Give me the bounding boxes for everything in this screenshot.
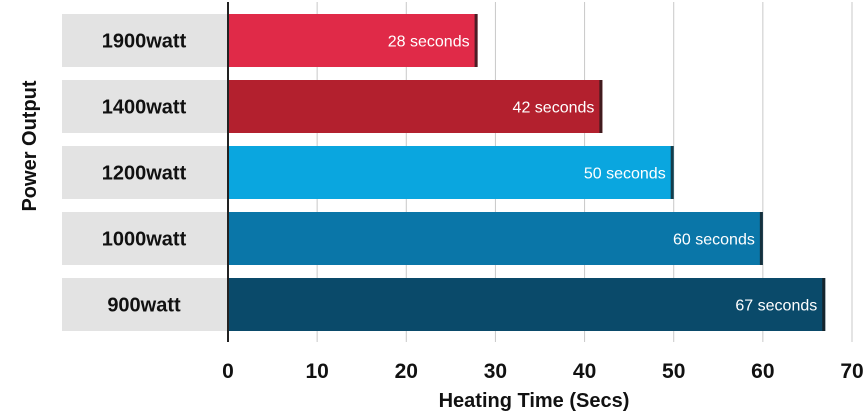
- category-label-bg: [62, 80, 228, 133]
- category-label-bg: [62, 146, 228, 199]
- bar: [228, 146, 674, 199]
- category-label: 1000watt: [102, 229, 187, 251]
- category-label: 1200watt: [102, 163, 187, 185]
- x-tick-labels: 0 10 20 30 40 50 60 70: [222, 360, 864, 383]
- category-label-bg: [62, 278, 228, 331]
- bar-edge: [822, 278, 826, 331]
- x-tick-label: 30: [484, 360, 507, 383]
- category-label-bg: [62, 212, 228, 265]
- bar: [228, 80, 603, 133]
- bar-data-label: 42 seconds: [513, 100, 595, 117]
- bar-edge: [670, 146, 674, 199]
- bar: [228, 14, 478, 67]
- category-label: 1400watt: [102, 97, 187, 119]
- x-tick-label: 0: [222, 360, 234, 383]
- x-tick-label: 40: [573, 360, 596, 383]
- bar-edge: [759, 212, 763, 265]
- x-tick-label: 60: [751, 360, 774, 383]
- bar: [228, 278, 826, 331]
- category-label: 900watt: [107, 295, 181, 317]
- x-tick-label: 50: [662, 360, 685, 383]
- bar-data-label: 28 seconds: [388, 34, 470, 51]
- x-axis-title: Heating Time (Secs): [439, 390, 630, 412]
- x-tick-label: 20: [395, 360, 418, 383]
- bar-data-label: 50 seconds: [584, 166, 666, 183]
- x-tick-label: 70: [840, 360, 863, 383]
- y-axis-title: Power Output: [19, 80, 41, 211]
- bar-data-label: 67 seconds: [735, 298, 817, 315]
- category-label-backgrounds: 1900watt 1400watt 1200watt 1000watt 900watt: [62, 14, 228, 331]
- bar: [228, 212, 763, 265]
- bars: 28 seconds 42 seconds 50 seconds 60 seconds…: [228, 14, 826, 331]
- category-label: 1900watt: [102, 31, 187, 53]
- category-label-bg: [62, 14, 228, 67]
- bar-edge: [599, 80, 603, 133]
- x-tick-label: 10: [305, 360, 328, 383]
- bar-edge: [474, 14, 478, 67]
- bar-data-label: 60 seconds: [673, 232, 755, 249]
